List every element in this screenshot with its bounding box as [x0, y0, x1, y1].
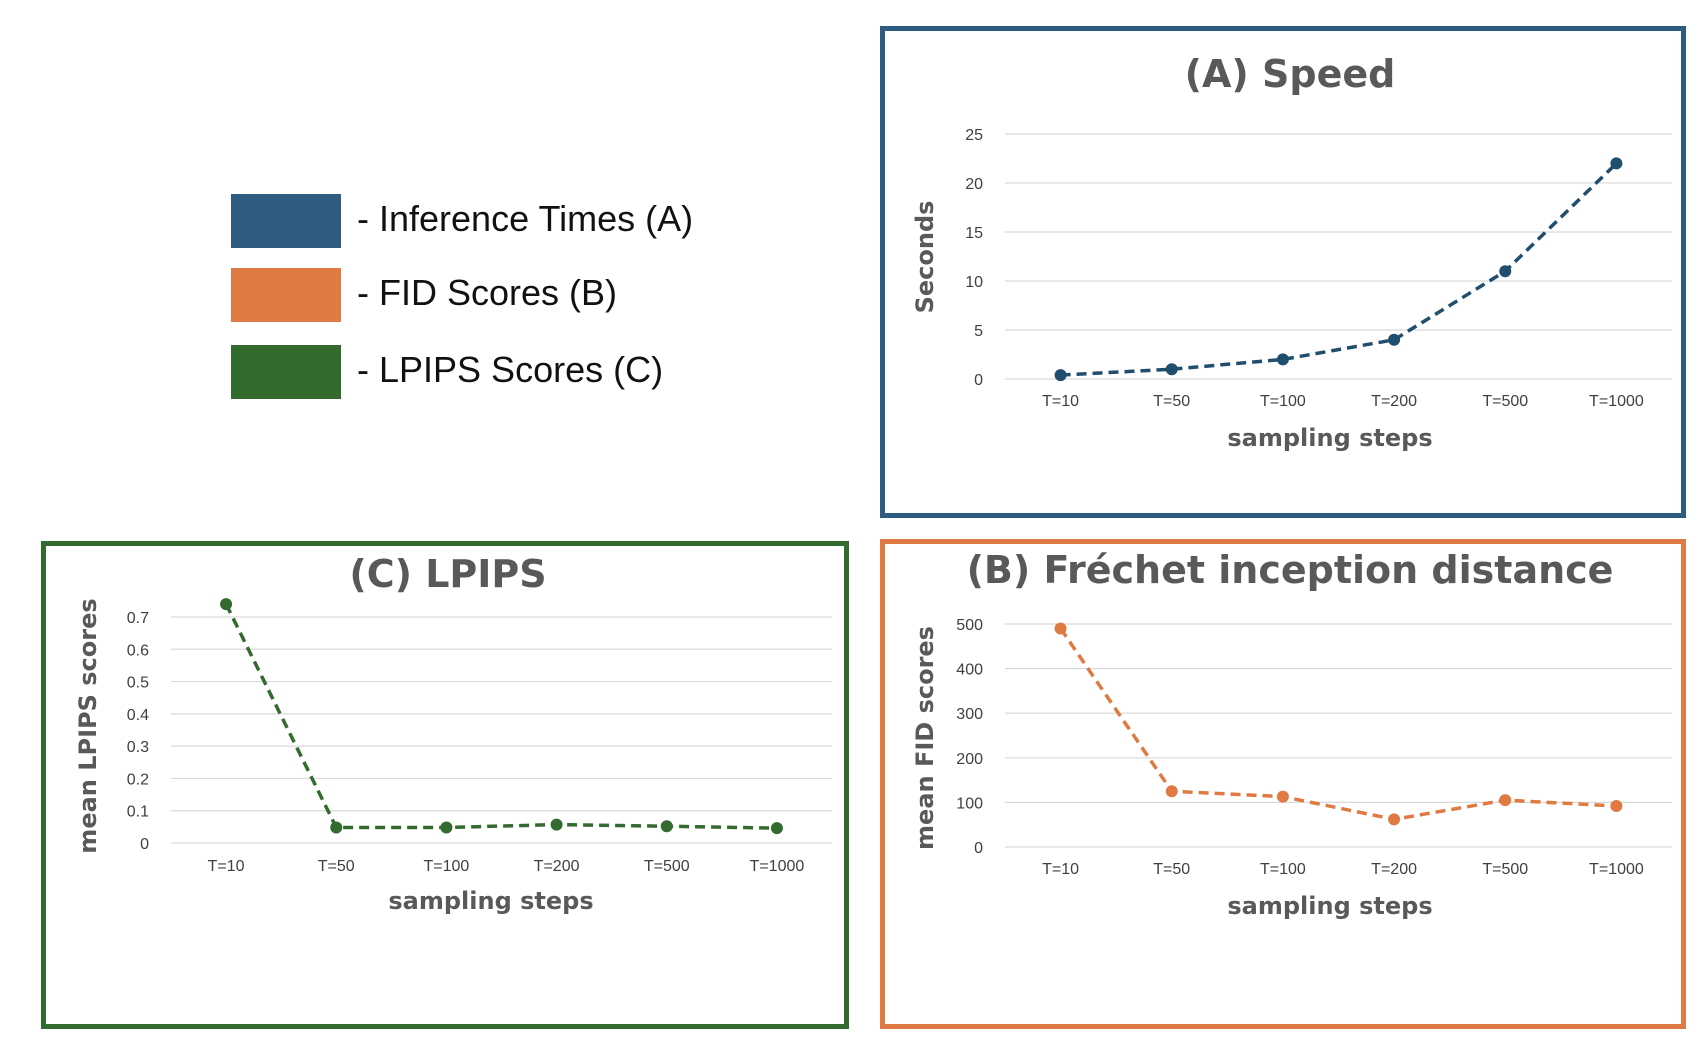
fid-chart: (B) Fréchet inception distance 0 100 200 300… [911, 548, 1672, 920]
y-tick-label: 200 [956, 751, 983, 768]
x-tick-label: T=500 [1482, 861, 1528, 878]
chart-title: (A) Speed [1185, 52, 1396, 96]
data-points [1054, 622, 1623, 826]
x-tick-label: T=50 [1153, 393, 1190, 410]
y-tick-label: 15 [965, 225, 983, 242]
x-axis-label: sampling steps [1227, 424, 1432, 452]
legend-item-fid-scores: - FID Scores (B) [231, 268, 751, 324]
gridlines [171, 616, 832, 844]
legend-swatch-inference-times [231, 194, 341, 248]
y-tick-labels: 0 0.1 0.2 0.3 0.4 0.5 0.6 0.7 [127, 610, 149, 853]
x-tick-labels: T=10 T=50 T=100 T=200 T=500 T=1000 [1042, 861, 1644, 878]
y-tick-label: 0 [974, 840, 983, 857]
speed-chart-panel: (A) Speed 0 5 10 15 20 25 T=10 T=50 T=100 T=200 T=5… [880, 26, 1686, 518]
y-tick-label: 300 [956, 706, 983, 723]
y-tick-label: 20 [965, 176, 983, 193]
data-point [1388, 333, 1401, 346]
data-point [1610, 157, 1623, 170]
chart-title: (C) LPIPS [349, 552, 546, 596]
data-point [330, 821, 343, 834]
data-point [770, 822, 783, 835]
y-tick-label: 10 [965, 274, 983, 291]
data-points [1054, 157, 1623, 382]
legend-swatch-fid-scores [231, 268, 341, 322]
data-point [1388, 813, 1401, 826]
x-tick-label: T=200 [1371, 861, 1417, 878]
legend-label-inference-times: - Inference Times (A) [357, 198, 694, 239]
y-tick-label: 0.2 [127, 771, 149, 788]
gridlines [1005, 133, 1672, 380]
fid-chart-panel: (B) Fréchet inception distance 0 100 200 300… [880, 539, 1686, 1029]
y-axis-label: Seconds [911, 201, 939, 314]
gridlines [1005, 623, 1672, 848]
y-tick-label: 0 [140, 836, 149, 853]
data-point [1499, 265, 1512, 278]
legend-item-inference-times: - Inference Times (A) [231, 194, 751, 250]
y-tick-label: 0.4 [127, 707, 149, 724]
data-point [1165, 363, 1178, 376]
series-line [1059, 627, 1617, 822]
x-tick-label: T=10 [208, 858, 245, 875]
y-tick-label: 25 [965, 127, 983, 144]
y-tick-labels: 0 100 200 300 400 500 [956, 617, 983, 857]
data-point [660, 820, 673, 833]
x-tick-label: T=1000 [1589, 393, 1644, 410]
y-tick-label: 0.1 [127, 804, 149, 821]
legend-swatch-lpips-scores [231, 345, 341, 399]
x-tick-label: T=1000 [1589, 861, 1644, 878]
legend-item-lpips-scores: - LPIPS Scores (C) [231, 345, 751, 401]
data-point [550, 818, 563, 831]
x-tick-labels: T=10 T=50 T=100 T=200 T=500 T=1000 [1042, 393, 1644, 410]
y-tick-label: 0.7 [127, 610, 149, 627]
x-tick-label: T=10 [1042, 393, 1079, 410]
data-point [1610, 799, 1623, 812]
x-tick-label: T=200 [534, 858, 580, 875]
y-tick-labels: 0 5 10 15 20 25 [965, 127, 983, 389]
x-tick-label: T=50 [318, 858, 355, 875]
y-axis-label: mean LPIPS scores [74, 598, 102, 853]
y-axis-label: mean FID scores [911, 626, 939, 850]
x-tick-label: T=100 [1260, 861, 1306, 878]
x-axis-label: sampling steps [388, 887, 593, 915]
x-tick-labels: T=10 T=50 T=100 T=200 T=500 T=1000 [208, 858, 805, 875]
y-tick-label: 0.3 [127, 739, 149, 756]
data-point [1276, 353, 1289, 366]
chart-title: (B) Fréchet inception distance [967, 548, 1614, 592]
x-axis-label: sampling steps [1227, 892, 1432, 920]
data-point [1054, 369, 1067, 382]
speed-chart: (A) Speed 0 5 10 15 20 25 T=10 T=50 T=100 T=200 T=5… [911, 52, 1672, 452]
y-tick-label: 500 [956, 617, 983, 634]
data-point [220, 598, 233, 611]
x-tick-label: T=50 [1153, 861, 1190, 878]
y-tick-label: 0.5 [127, 675, 149, 692]
data-point [1276, 790, 1289, 803]
x-tick-label: T=100 [424, 858, 470, 875]
x-tick-label: T=200 [1371, 393, 1417, 410]
data-point [1499, 794, 1512, 807]
y-tick-label: 5 [974, 323, 983, 340]
y-tick-label: 400 [956, 662, 983, 679]
x-tick-label: T=500 [644, 858, 690, 875]
data-point [440, 821, 453, 834]
x-tick-label: T=100 [1260, 393, 1306, 410]
x-tick-label: T=10 [1042, 861, 1079, 878]
legend-label-fid-scores: - FID Scores (B) [357, 272, 618, 313]
legend-label-lpips-scores: - LPIPS Scores (C) [357, 349, 664, 390]
data-point [1054, 622, 1067, 635]
series-line [1060, 162, 1618, 377]
data-point [1165, 785, 1178, 798]
series-line [224, 603, 777, 830]
data-points [220, 598, 783, 835]
y-tick-label: 100 [956, 795, 983, 812]
y-tick-label: 0 [974, 372, 983, 389]
x-tick-label: T=1000 [750, 858, 805, 875]
x-tick-label: T=500 [1482, 393, 1528, 410]
lpips-chart-panel: (C) LPIPS 0 0.1 0.2 0.3 0.4 0.5 0.6 0.7 T=10 T=50 T… [41, 541, 849, 1029]
y-tick-label: 0.6 [127, 642, 149, 659]
